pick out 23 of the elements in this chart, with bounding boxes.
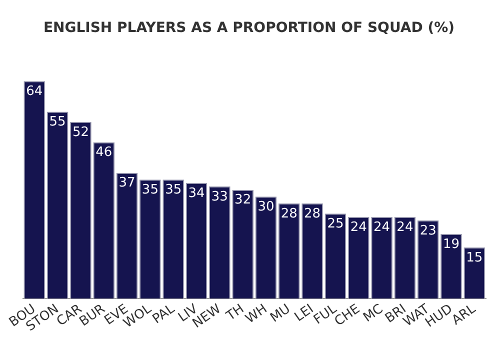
data-label: 19 <box>442 236 460 252</box>
data-label: 35 <box>165 182 182 198</box>
data-label: 32 <box>234 192 252 208</box>
data-label: 64 <box>26 84 43 100</box>
data-label: 24 <box>396 220 414 235</box>
data-label: 33 <box>211 189 228 204</box>
x-tick-label: WH <box>243 302 270 327</box>
data-label: 28 <box>304 206 321 222</box>
data-label: 35 <box>142 182 158 198</box>
data-label: 25 <box>327 216 344 232</box>
data-label: 46 <box>96 145 112 160</box>
data-label: 34 <box>188 186 205 201</box>
data-label: 24 <box>374 220 390 235</box>
data-label: 24 <box>350 220 367 235</box>
chart-title: ENGLISH PLAYERS AS A PROPORTION OF SQUAD (%) <box>43 20 455 36</box>
data-label: 15 <box>466 250 483 266</box>
x-tick-label: MU <box>268 302 294 326</box>
data-label: 55 <box>49 114 66 130</box>
data-label: 52 <box>72 124 89 140</box>
data-label: 28 <box>280 206 298 222</box>
data-label: 30 <box>258 199 274 214</box>
data-label: 37 <box>118 176 136 191</box>
data-label: 23 <box>420 223 436 238</box>
